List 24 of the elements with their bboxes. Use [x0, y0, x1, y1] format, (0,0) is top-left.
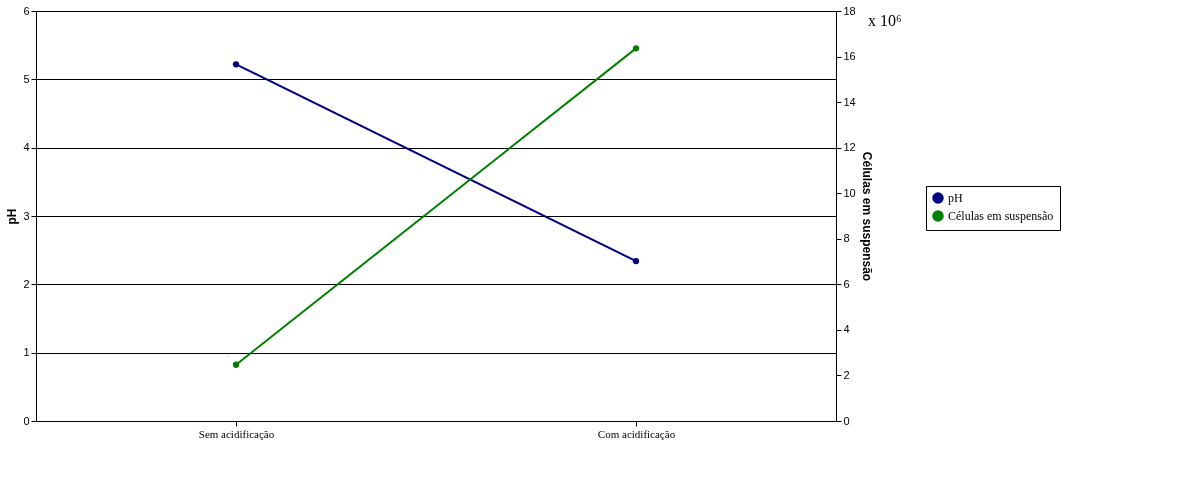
y-tick-label: 1: [23, 346, 30, 359]
y-axis-title: pH: [5, 208, 20, 225]
y2-tick-label: 18: [843, 4, 856, 17]
y2-tick-label: 8: [843, 232, 850, 245]
legend-label: Células em suspensão: [948, 209, 1054, 223]
y2-tick-label: 4: [843, 323, 850, 336]
y2-tick-label: 6: [843, 277, 850, 290]
x-tick-label: Com acidificação: [597, 427, 676, 440]
y2-tick-label: 10: [843, 186, 856, 199]
y-tick-label: 2: [23, 277, 30, 290]
y2-tick-label: 16: [843, 50, 856, 63]
y2-tick-label: 0: [843, 414, 850, 427]
legend-label: pH: [948, 191, 963, 205]
y-tick-label: 4: [23, 141, 30, 154]
y-tick-label: 5: [23, 72, 30, 85]
y2-tick-label: 2: [843, 368, 850, 381]
y-tick-label: 6: [23, 4, 30, 17]
x-tick-label: Sem acidificação: [198, 427, 275, 440]
text: x 10⁶: [868, 12, 902, 29]
y2-tick-label: 14: [843, 95, 856, 108]
y-tick-label: 0: [23, 414, 30, 427]
y-tick-label: 3: [23, 209, 30, 222]
y2-axis-title: Células em suspensão: [859, 151, 874, 282]
y2-tick-label: 12: [843, 141, 856, 154]
